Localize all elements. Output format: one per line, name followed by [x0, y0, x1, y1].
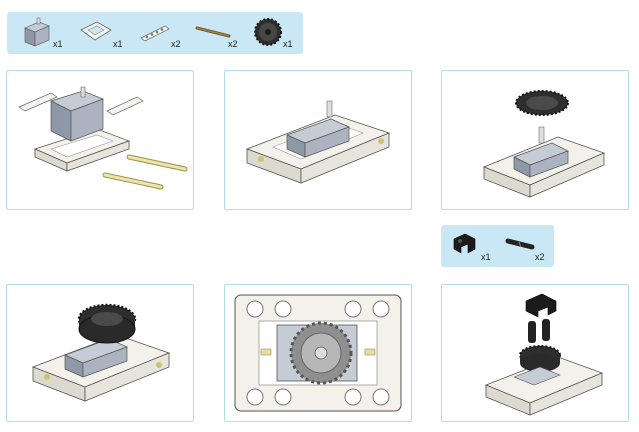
- gear-icon: [77, 303, 137, 344]
- axle-icon: [102, 154, 188, 190]
- parts-list-panel: x1 x2: [441, 225, 554, 267]
- servo-motor-icon: [286, 100, 350, 158]
- square-frame-icon: [80, 21, 112, 41]
- pin-icon: [505, 238, 535, 250]
- qty-label: x2: [171, 39, 181, 49]
- gear-icon: [254, 18, 282, 46]
- step-6: [441, 284, 629, 422]
- beam-icon: [18, 92, 144, 116]
- servo-motor-icon: [24, 17, 50, 47]
- gear-icon: [519, 345, 561, 372]
- connector-icon: [525, 293, 557, 318]
- servo-motor-icon: [64, 338, 128, 378]
- qty-label: x2: [228, 39, 238, 49]
- step-5: [224, 284, 412, 422]
- gear-icon: [289, 321, 353, 385]
- servo-motor-icon: [513, 126, 569, 178]
- qty-label: x1: [481, 252, 491, 262]
- servo-motor-icon: [50, 86, 104, 142]
- step-2: [224, 70, 412, 210]
- qty-label: x1: [113, 39, 123, 49]
- step-3: [441, 70, 629, 210]
- axle-icon: [195, 26, 231, 38]
- pin-icon: [528, 319, 550, 343]
- step-4: [6, 284, 194, 422]
- qty-label: x1: [283, 39, 293, 49]
- qty-label: x1: [53, 39, 63, 49]
- connector-icon: [453, 233, 476, 254]
- step-1: [6, 70, 194, 210]
- parts-list-panel: x1 x1 x2 x2 x1: [7, 12, 303, 54]
- qty-label: x2: [535, 252, 545, 262]
- gear-icon: [515, 90, 569, 116]
- beam-icon: [140, 25, 170, 42]
